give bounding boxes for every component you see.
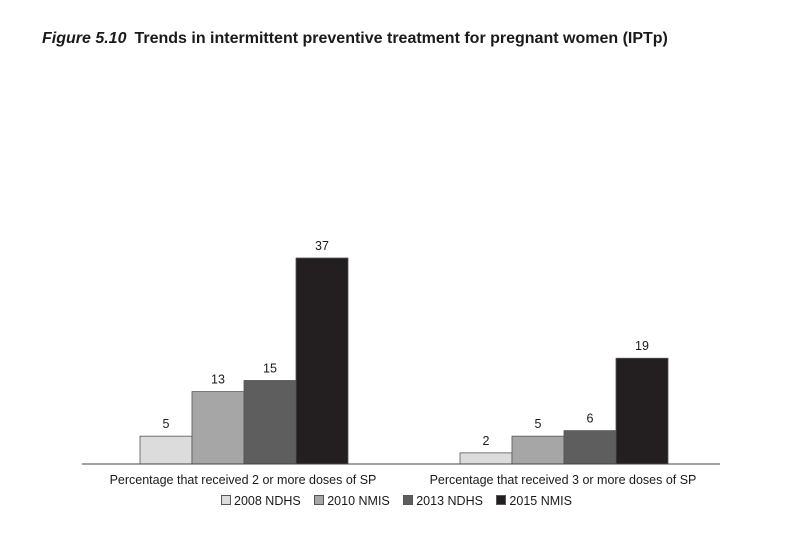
legend-swatch-2015-nmis [496,495,507,505]
legend-label: 2015 NMIS [509,494,572,508]
data-label: 5 [535,417,542,431]
legend-item-2008-ndhs: 2008 NDHS [221,494,301,508]
data-label: 13 [211,373,225,387]
legend-item-2010-nmis: 2010 NMIS [314,494,390,508]
chart-legend: 2008 NDHS 2010 NMIS 2013 NDHS 2015 NMIS [0,494,793,508]
data-label: 2 [483,434,490,448]
data-label: 37 [315,239,329,253]
bar-2008-ndhs-group-1 [139,435,193,465]
bar-2013-ndhs-group-1 [243,380,297,465]
figure-title: Figure 5.10 Trends in intermittent preven… [42,30,668,48]
figure-label: Figure 5.10 [42,30,127,47]
legend-label: 2010 NMIS [327,494,390,508]
legend-swatch-2010-nmis [314,495,325,505]
data-label: 19 [635,339,649,353]
data-label: 6 [587,412,594,426]
chart-bars: 5 13 15 37 2 5 6 19 [139,239,669,465]
legend-swatch-2013-ndhs [403,495,414,505]
bar-2010-nmis-group-1 [191,391,245,465]
bar-2008-ndhs-group-2 [459,452,513,465]
legend-item-2015-nmis: 2015 NMIS [496,494,572,508]
bar-2010-nmis-group-2 [511,435,565,465]
bar-2015-nmis-group-2 [615,357,669,465]
data-label: 15 [263,361,277,375]
figure-title-text: Trends in intermittent preventive treatm… [134,30,668,47]
bar-2015-nmis-group-1 [295,257,349,465]
x-tick-label-0: Percentage that received 2 or more doses… [110,473,377,487]
legend-item-2013-ndhs: 2013 NDHS [403,494,483,508]
legend-label: 2008 NDHS [234,494,301,508]
legend-swatch-2008-ndhs [221,495,232,505]
legend-label: 2013 NDHS [416,494,483,508]
data-label: 5 [163,417,170,431]
x-tick-label-1: Percentage that received 3 or more doses… [430,473,697,487]
bar-2013-ndhs-group-2 [563,430,617,465]
